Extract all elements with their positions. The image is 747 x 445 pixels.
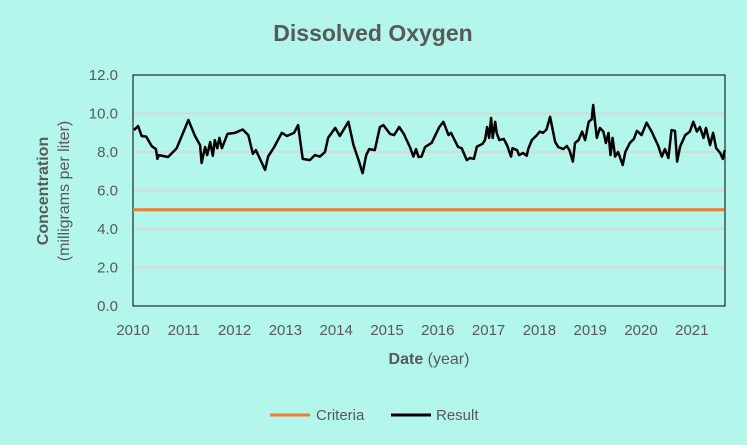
x-tick-label: 2011 <box>168 322 200 339</box>
x-tick-label: 2010 <box>116 322 149 339</box>
y-tick-label: 2.0 <box>97 260 118 277</box>
x-tick-label: 2012 <box>218 322 251 339</box>
y-axis-label: Concentration <box>35 137 52 245</box>
x-tick-label: 2013 <box>269 322 302 339</box>
x-tick-label: 2020 <box>624 322 657 339</box>
y-tick-label: 12.0 <box>89 67 118 84</box>
legend-criteria-label: Criteria <box>316 407 365 424</box>
y-tick-label: 8.0 <box>97 144 118 161</box>
x-tick-labels: 2010 2011 2012 2013 2014 2015 2016 2017 2018 2019… <box>116 322 708 339</box>
x-axis-label-unit: (year) <box>423 351 469 368</box>
chart-title: Dissolved Oxygen <box>273 20 472 46</box>
plot-area-border <box>132 74 726 307</box>
x-axis-label: Date (year) <box>389 351 470 368</box>
x-axis-label-bold: Date <box>389 351 424 368</box>
y-tick-label: 0.0 <box>97 298 118 315</box>
y-axis-label-unit: (milligrams per liter) <box>56 121 73 261</box>
x-tick-label: 2015 <box>370 322 403 339</box>
x-tick-label: 2021 <box>675 322 708 339</box>
legend: Criteria Result <box>270 407 479 424</box>
gridlines <box>133 112 725 269</box>
x-tick-label: 2017 <box>472 322 505 339</box>
y-tick-label: 6.0 <box>97 183 118 200</box>
x-tick-label: 2016 <box>421 322 454 339</box>
x-tick-label: 2014 <box>320 322 353 339</box>
legend-result-label: Result <box>436 407 479 424</box>
y-tick-label: 10.0 <box>89 106 118 123</box>
x-tick-label: 2019 <box>574 322 607 339</box>
y-tick-labels: 0.0 2.0 4.0 6.0 8.0 10.0 12.0 <box>89 67 118 315</box>
series-result-line <box>133 103 727 175</box>
y-tick-label: 4.0 <box>97 221 118 238</box>
x-tick-label: 2018 <box>523 322 556 339</box>
